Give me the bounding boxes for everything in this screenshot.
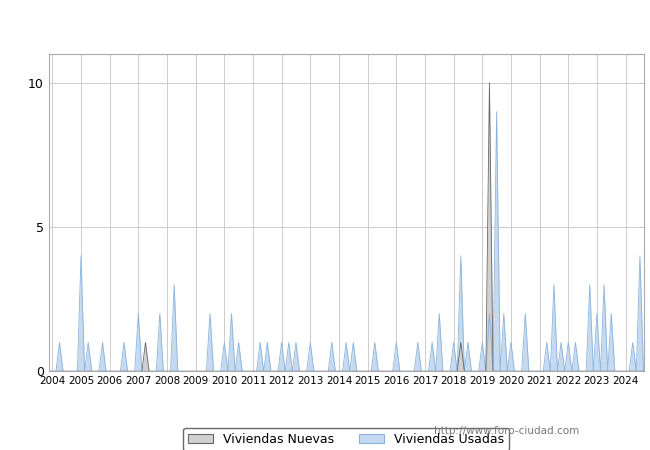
Text: Lastras de Cuéllar - Evolucion del Nº de Transacciones Inmobiliarias: Lastras de Cuéllar - Evolucion del Nº de… bbox=[90, 17, 560, 31]
Text: http://www.foro-ciudad.com: http://www.foro-ciudad.com bbox=[434, 427, 580, 436]
Legend: Viviendas Nuevas, Viviendas Usadas: Viviendas Nuevas, Viviendas Usadas bbox=[183, 428, 509, 450]
